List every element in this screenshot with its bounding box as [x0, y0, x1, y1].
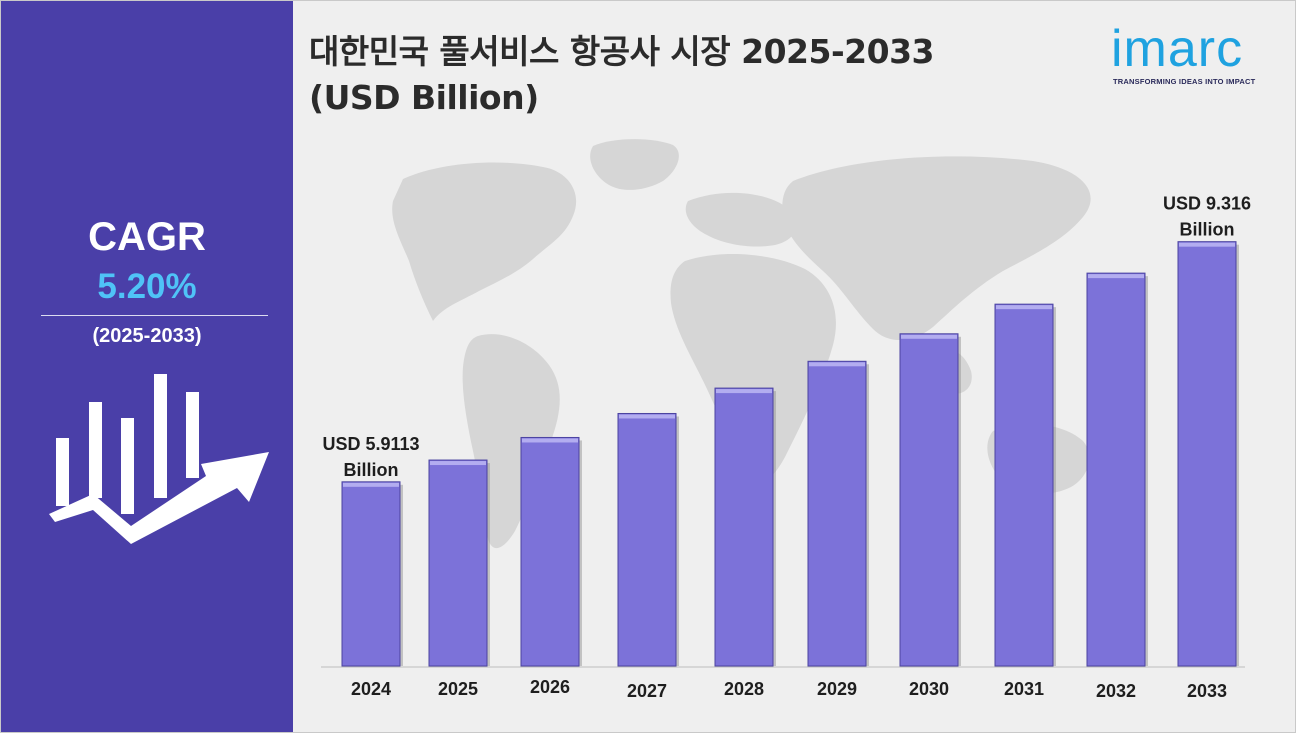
data-label-2033: Billion	[1180, 220, 1235, 240]
chart-title: 대한민국 풀서비스 항공사 시장 2025-2033 (USD Billion)	[309, 29, 935, 121]
x-tick-label: 2031	[1004, 679, 1044, 699]
bar-highlight	[901, 334, 957, 339]
bar-2029	[807, 360, 867, 667]
bar-2030	[899, 333, 959, 667]
logo-tagline: TRANSFORMING IDEAS INTO IMPACT	[1113, 77, 1256, 86]
x-tick-label: 2027	[627, 681, 667, 701]
x-tick-label: 2033	[1187, 681, 1227, 701]
x-tick-label: 2028	[724, 679, 764, 699]
bar-highlight	[619, 414, 675, 419]
bar-highlight	[522, 438, 578, 443]
bar-highlight	[1088, 274, 1144, 279]
logo-wordmark: imarc	[1111, 20, 1244, 78]
x-tick-label: 2032	[1096, 681, 1136, 701]
bar-2031	[994, 303, 1054, 667]
data-label-2024: USD 5.9113	[322, 434, 419, 454]
bar-2025	[428, 459, 488, 667]
cagr-sidebar: CAGR 5.20% (2025-2033)	[1, 1, 293, 732]
bar-highlight	[343, 482, 399, 487]
bar-highlight	[996, 305, 1052, 310]
chart-title-line2: (USD Billion)	[309, 78, 539, 117]
bar-highlight	[809, 362, 865, 367]
x-tick-labels: 2024 2025 2026 2027 2028 2029 2030 2031 2032 2033	[351, 677, 1227, 701]
bar-growth-arrow-icon	[49, 374, 269, 544]
cagr-label: CAGR	[88, 215, 206, 259]
cagr-period: (2025-2033)	[92, 325, 202, 347]
bar-chart: 2024 2025 2026 2027 2028 2029 2030 2031 2032 2033…	[321, 139, 1251, 701]
cagr-value: 5.20%	[97, 267, 197, 306]
data-label-2033: USD 9.316	[1163, 194, 1251, 214]
x-tick-label: 2026	[530, 677, 570, 697]
data-label-2024: Billion	[344, 460, 399, 480]
bar-2033	[1177, 241, 1237, 667]
bar-2024	[341, 481, 401, 667]
bar-highlight	[430, 461, 486, 466]
chart-title-line1: 대한민국 풀서비스 항공사 시장 2025-2033	[309, 32, 935, 71]
imarc-logo: imarc TRANSFORMING IDEAS INTO IMPACT	[1111, 11, 1286, 93]
x-tick-label: 2025	[438, 679, 478, 699]
x-tick-label: 2030	[909, 679, 949, 699]
bar-2032	[1086, 272, 1146, 667]
cagr-divider	[41, 315, 268, 316]
bar-2028	[714, 387, 774, 667]
x-tick-label: 2024	[351, 679, 391, 699]
bar-highlight	[716, 389, 772, 394]
bar-2027	[617, 412, 677, 667]
data-labels: USD 5.9113 Billion USD 9.316 Billion	[322, 194, 1251, 480]
bar-2026	[520, 436, 580, 667]
x-tick-label: 2029	[817, 679, 857, 699]
bars-layer	[341, 241, 1239, 667]
bar-highlight	[1179, 242, 1235, 247]
